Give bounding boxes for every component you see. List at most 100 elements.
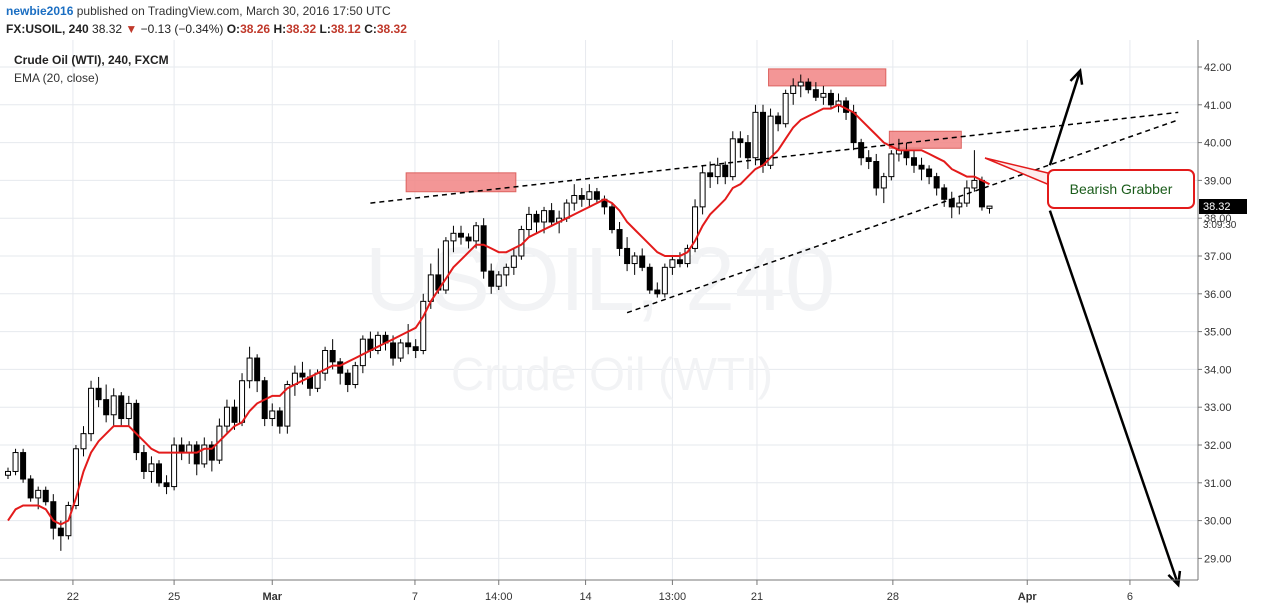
candle-body: [110, 395, 117, 416]
candle: [118, 392, 125, 427]
candle: [231, 399, 238, 430]
candle: [480, 218, 487, 279]
author-link[interactable]: newbie2016: [6, 4, 74, 18]
candle-body: [397, 342, 404, 359]
price-tick-label: 42.00: [1204, 62, 1232, 74]
time-tick-label: Apr: [1018, 591, 1038, 603]
candle-body: [254, 357, 261, 382]
candle: [193, 441, 200, 476]
candle: [820, 85, 827, 105]
candle: [533, 210, 540, 234]
candle: [88, 380, 95, 442]
candle: [163, 475, 170, 495]
candle-body: [374, 334, 381, 352]
candle: [624, 237, 631, 272]
candle: [616, 221, 623, 256]
candle-body: [510, 255, 517, 268]
candle: [495, 271, 502, 291]
candle-body: [80, 433, 87, 450]
candle-body: [442, 240, 449, 291]
candle-body: [729, 138, 736, 178]
candle: [578, 187, 585, 207]
candle: [722, 161, 729, 185]
callout-box: [1047, 169, 1195, 209]
time-tick-label: 14:00: [485, 591, 513, 603]
candle-body: [684, 247, 691, 265]
candle-body: [299, 372, 306, 378]
candle: [420, 293, 427, 355]
candle: [223, 399, 230, 434]
candle-body: [525, 213, 532, 231]
candle: [926, 165, 933, 185]
projection-arrows: [1048, 68, 1182, 588]
candle-body: [125, 402, 132, 420]
candle: [352, 361, 359, 389]
price-tick-label: 29.00: [1204, 553, 1232, 565]
candle-body: [42, 489, 49, 503]
candle: [790, 78, 797, 105]
candle-body: [926, 168, 933, 178]
symbol-label: FX:USOIL, 240: [6, 22, 89, 36]
candle-body: [918, 164, 925, 170]
high-label: H:: [273, 22, 287, 36]
candle-body: [503, 266, 510, 276]
candle-body: [12, 452, 19, 472]
candle-body: [888, 153, 895, 178]
candle-body: [231, 406, 238, 423]
candle: [933, 172, 940, 196]
candle-body: [201, 444, 208, 465]
candle-body: [50, 501, 57, 529]
time-tick-label: Mar: [262, 591, 282, 603]
candle: [744, 135, 751, 170]
high-value: 38.32: [286, 22, 317, 36]
candle: [269, 403, 276, 427]
price-tick-label: 37.00: [1204, 251, 1232, 263]
candle: [103, 384, 110, 423]
time-tick-label: 7: [412, 591, 418, 603]
candle-body: [699, 172, 706, 208]
candle-body: [956, 202, 963, 208]
price-tick-label: 32.00: [1204, 440, 1232, 452]
candle-body: [284, 384, 291, 427]
price-chart[interactable]: USOIL, 240 Crude Oil (WTI) Bearish Grabb…: [0, 40, 1270, 611]
candle: [971, 150, 978, 192]
candle-body: [178, 444, 185, 454]
candle: [412, 339, 419, 359]
price-axis[interactable]: 42.00 41.00 40.00 39.00 38.00 37.00 36.00 35.00…: [1198, 62, 1232, 565]
last-price-tag: 38.32 3:09:30: [1199, 199, 1247, 231]
candle: [140, 445, 147, 480]
candle-body: [873, 161, 880, 189]
low-value: 38.12: [330, 22, 361, 36]
candle: [646, 263, 653, 294]
ohlc-line: FX:USOIL, 240 38.32 ▼ −0.13 (−0.34%) O:3…: [6, 22, 407, 36]
legend-indicator: EMA (20, close): [14, 71, 99, 85]
time-axis[interactable]: 22 25 Mar 7 14:00 14 13:00 21 28 Apr 6: [67, 580, 1133, 603]
candle: [775, 112, 782, 132]
low-label: L:: [319, 22, 331, 36]
candle-body: [880, 176, 887, 189]
candle-body: [269, 410, 276, 420]
close-label: C:: [364, 22, 377, 36]
trendline: [370, 111, 1179, 204]
candle-body: [495, 274, 502, 287]
candle: [397, 339, 404, 362]
candle: [571, 184, 578, 211]
candle: [880, 172, 887, 204]
candle: [450, 225, 457, 253]
candle-body: [692, 206, 699, 249]
candle-body: [858, 142, 865, 159]
candle-body: [827, 92, 834, 106]
candle: [465, 233, 472, 249]
candle: [918, 157, 925, 181]
candle-body: [805, 81, 812, 91]
candle-body: [548, 210, 555, 223]
trendlines: [370, 111, 1179, 314]
price-tick-label: 39.00: [1204, 175, 1232, 187]
candle: [110, 388, 117, 427]
legend: Crude Oil (WTI), 240, FXCM EMA (20, clos…: [14, 53, 169, 85]
candle: [322, 346, 329, 381]
candle-body: [707, 172, 714, 178]
price-tick-label: 35.00: [1204, 327, 1232, 339]
publish-line: newbie2016 published on TradingView.com,…: [6, 4, 391, 18]
candle-body: [737, 138, 744, 144]
